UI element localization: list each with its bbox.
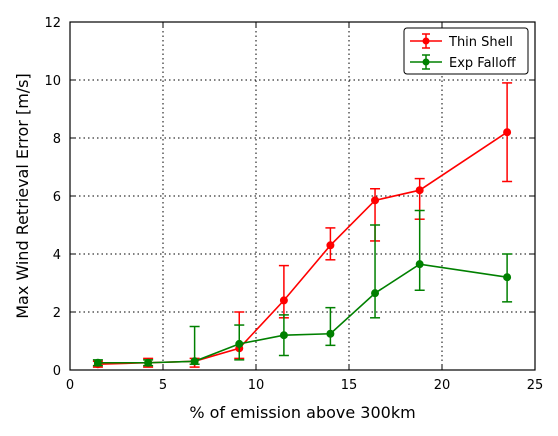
x-tick-label: 25 bbox=[527, 378, 544, 393]
x-tick-label: 0 bbox=[66, 378, 74, 393]
y-tick-label: 10 bbox=[44, 74, 61, 89]
data-point bbox=[415, 260, 424, 269]
data-point bbox=[144, 358, 153, 367]
legend-marker bbox=[422, 37, 430, 45]
legend: Thin Shell Exp Falloff bbox=[403, 27, 529, 75]
data-point bbox=[371, 196, 380, 205]
x-tick-label: 15 bbox=[341, 378, 358, 393]
y-tick-label: 8 bbox=[53, 132, 61, 147]
x-tick-label: 20 bbox=[434, 378, 451, 393]
y-tick-label: 6 bbox=[53, 190, 61, 205]
y-tick-label: 4 bbox=[53, 248, 61, 263]
data-point bbox=[279, 331, 288, 340]
grid bbox=[70, 22, 535, 370]
y-tick-label: 2 bbox=[53, 306, 61, 321]
y-tick-label: 12 bbox=[44, 16, 61, 31]
data-point bbox=[415, 186, 424, 195]
legend-label: Exp Falloff bbox=[449, 56, 517, 71]
y-axis-title: Max Wind Retrieval Error [m/s] bbox=[13, 73, 32, 319]
ticks: 0 5 10 15 20 25 0 2 4 6 8 10 12 bbox=[44, 16, 543, 393]
legend-label: Thin Shell bbox=[448, 35, 513, 50]
data-point bbox=[371, 289, 380, 298]
data-point bbox=[190, 357, 199, 366]
x-axis-title: % of emission above 300km bbox=[189, 403, 415, 422]
data-point bbox=[503, 273, 512, 282]
data-point bbox=[326, 329, 335, 338]
legend-marker bbox=[422, 58, 430, 66]
data-point bbox=[235, 339, 244, 348]
y-tick-label: 0 bbox=[53, 364, 61, 379]
x-tick-label: 10 bbox=[248, 378, 265, 393]
x-tick-label: 5 bbox=[159, 378, 167, 393]
series-layer bbox=[92, 82, 513, 369]
data-point bbox=[93, 358, 102, 367]
series-exp-falloff bbox=[92, 209, 513, 367]
data-point bbox=[503, 128, 512, 137]
data-point bbox=[279, 296, 288, 305]
data-point bbox=[326, 241, 335, 250]
